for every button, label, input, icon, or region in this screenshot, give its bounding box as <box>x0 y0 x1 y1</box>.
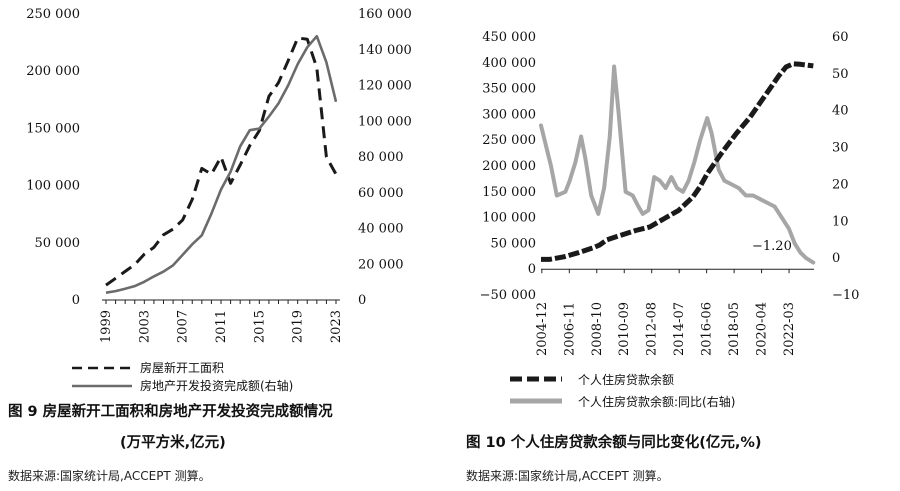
y-left-tick-label: 50 000 <box>491 236 537 251</box>
x-tick-label: 2004-12 <box>535 302 550 356</box>
y-left-tick-label: 0 <box>528 262 536 277</box>
x-tick-label: 2007 <box>176 310 191 343</box>
figure-9-x-axis: 1999 2003 2007 2011 2015 2019 2023 <box>99 299 344 343</box>
figure-10-legend: 个人住房贷款余额 个人住房贷款余额:同比(右轴) <box>510 372 735 409</box>
x-tick-label: 1999 <box>99 310 114 343</box>
y-right-tick-label: 0 <box>832 251 840 266</box>
x-tick-label: 2006-11 <box>562 302 577 356</box>
y-right-tick-label: 140 000 <box>358 43 412 58</box>
x-tick-label: 2023 <box>329 310 344 343</box>
y-left-tick-label: 200 000 <box>26 64 80 79</box>
y-right-tick-label: 20 <box>832 177 849 192</box>
x-tick-label: 2012-08 <box>645 302 660 356</box>
x-tick-label: 2019 <box>291 310 306 343</box>
y-right-tick-label: 20 000 <box>358 257 404 272</box>
figure-9-series <box>105 34 338 294</box>
figure-10-source: 数据来源:国家统计局,ACCEPT 测算。 <box>466 468 669 483</box>
legend-label-loan-yoy: 个人住房贷款余额:同比(右轴) <box>578 394 735 409</box>
y-left-tick-label: 100 000 <box>482 211 536 226</box>
y-right-tick-label: 10 <box>832 214 849 229</box>
figure-10-right-axis-ticks: −10 0 10 20 30 40 50 60 <box>832 30 859 303</box>
y-right-tick-label: −10 <box>832 288 859 303</box>
x-tick-label: 2011 <box>214 310 229 343</box>
x-tick-label: 2020-04 <box>755 302 770 356</box>
x-tick-label: 2015 <box>252 310 267 343</box>
figure-10-annotation: −1.20 <box>752 239 792 254</box>
y-right-tick-label: 160 000 <box>358 7 412 22</box>
x-tick-label: 2008-10 <box>590 302 605 356</box>
series-line-new-construction <box>105 36 338 287</box>
y-left-tick-label: 200 000 <box>482 159 536 174</box>
x-tick-label: 2003 <box>137 310 152 343</box>
y-right-tick-label: 100 000 <box>358 114 412 129</box>
y-right-tick-label: 80 000 <box>358 150 404 165</box>
figure-9-chart: 0 50 000 100 000 150 000 200 000 250 000 0 20 … <box>26 7 412 343</box>
y-left-tick-label: 450 000 <box>482 30 536 45</box>
figure-10-caption: 图 10 个人住房贷款余额与同比变化(亿元,%) <box>466 433 762 451</box>
figure-10-left-axis-ticks: −50 000 0 50 000 100 000 150 000 200 000 250 0… <box>480 30 536 303</box>
figure-9-right-axis-ticks: 0 20 000 40 000 60 000 80 000 100 000 120 000 1… <box>358 7 412 308</box>
y-left-tick-label: 50 000 <box>35 236 81 251</box>
figure-9-caption: 图 9 房屋新开工面积和房地产开发投资完成额情况 <box>8 402 333 420</box>
figure-9-legend: 房屋新开工面积 房地产开发投资完成额(右轴) <box>72 360 293 393</box>
y-left-tick-label: 300 000 <box>482 107 536 122</box>
x-tick-label: 2018-05 <box>727 302 742 356</box>
y-right-tick-label: 120 000 <box>358 79 412 94</box>
series-line-loan-yoy <box>539 64 816 265</box>
y-left-tick-label: 350 000 <box>482 82 536 97</box>
y-left-tick-label: −50 000 <box>480 288 536 303</box>
y-left-tick-label: 250 000 <box>482 133 536 148</box>
y-right-tick-label: 60 000 <box>358 186 404 201</box>
x-tick-label: 2010-09 <box>617 302 632 356</box>
figure-9-left-axis-ticks: 0 50 000 100 000 150 000 200 000 250 000 <box>26 7 80 308</box>
figure-9-caption-units: (万平方米,亿元) <box>120 433 226 451</box>
y-left-tick-label: 100 000 <box>26 179 80 194</box>
y-right-tick-label: 50 <box>832 67 849 82</box>
y-left-tick-label: 150 000 <box>26 121 80 136</box>
series-line-investment <box>105 34 338 294</box>
y-right-tick-label: 60 <box>832 30 849 45</box>
y-right-tick-label: 30 <box>832 141 849 156</box>
legend-label-investment: 房地产开发投资完成额(右轴) <box>140 378 293 393</box>
series-line-loan-balance <box>541 61 814 262</box>
figure-10-chart: −50 000 0 50 000 100 000 150 000 200 000 250 0… <box>480 30 860 356</box>
figure-10-series <box>539 61 816 265</box>
y-right-tick-label: 40 000 <box>358 222 404 237</box>
x-tick-label: 2014-07 <box>672 302 687 356</box>
x-tick-label: 2016-06 <box>700 302 715 356</box>
y-right-tick-label: 40 <box>832 104 849 119</box>
y-right-tick-label: 0 <box>358 293 366 308</box>
y-left-tick-label: 0 <box>72 293 80 308</box>
x-tick-label: 2022-03 <box>782 302 797 356</box>
legend-label-new-construction: 房屋新开工面积 <box>140 360 224 375</box>
legend-label-loan-balance: 个人住房贷款余额 <box>578 372 674 387</box>
figure-10-x-axis: 2004-12 2006-11 2008-10 2010-09 2012-08 2014-… <box>535 268 814 356</box>
y-left-tick-label: 400 000 <box>482 56 536 71</box>
figure-9-source: 数据来源:国家统计局,ACCEPT 测算。 <box>8 468 211 483</box>
y-left-tick-label: 150 000 <box>482 185 536 200</box>
y-left-tick-label: 250 000 <box>26 7 80 22</box>
